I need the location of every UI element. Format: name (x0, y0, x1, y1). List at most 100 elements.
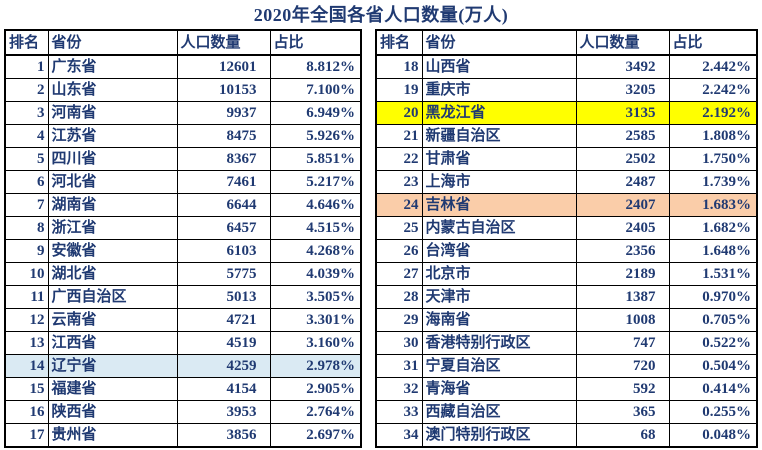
percent-cell: 0.048% (668, 423, 758, 448)
province-cell: 重庆市 (421, 78, 577, 102)
percent-cell: 5.926% (269, 124, 362, 148)
population-cell: 3492 (575, 54, 670, 79)
column-header-percent: 占比 (668, 29, 758, 56)
province-cell: 甘肃省 (421, 147, 577, 171)
column-header-rank: 排名 (375, 29, 423, 56)
rank-cell: 18 (375, 54, 423, 79)
rank-cell: 8 (4, 216, 49, 240)
population-cell: 4519 (176, 331, 271, 355)
population-cell: 6457 (176, 216, 271, 240)
population-cell: 8367 (176, 147, 271, 171)
percent-cell: 2.697% (269, 423, 362, 448)
rank-cell: 19 (375, 78, 423, 102)
table-body-left: 1 广东省 12601 8.812% 2 山东省 10153 7.100% 3 河南省 9937 6.… (4, 54, 362, 448)
percent-cell: 2.978% (269, 354, 362, 378)
table-row: 10 湖北省 5775 4.039% (4, 262, 362, 286)
population-cell: 5013 (176, 285, 271, 309)
percent-cell: 1.750% (668, 147, 758, 171)
table-row: 5 四川省 8367 5.851% (4, 147, 362, 171)
percent-cell: 2.192% (668, 101, 758, 125)
province-cell: 西藏自治区 (421, 400, 577, 424)
population-cell: 592 (575, 377, 670, 401)
rank-cell: 26 (375, 239, 423, 263)
population-cell: 2487 (575, 170, 670, 194)
population-cell: 2405 (575, 216, 670, 240)
rank-cell: 9 (4, 239, 49, 263)
province-cell: 江苏省 (47, 124, 178, 148)
province-cell: 贵州省 (47, 423, 178, 448)
table-row: 34 澳门特别行政区 68 0.048% (375, 423, 758, 448)
population-cell: 2189 (575, 262, 670, 286)
column-header-rank: 排名 (4, 29, 49, 56)
header-row: 排名 省份 人口数量 占比 (4, 29, 362, 56)
table-row: 21 新疆自治区 2585 1.808% (375, 124, 758, 148)
table-row: 30 香港特别行政区 747 0.522% (375, 331, 758, 355)
province-cell: 福建省 (47, 377, 178, 401)
rank-cell: 33 (375, 400, 423, 424)
population-cell: 1008 (575, 308, 670, 332)
table-row: 29 海南省 1008 0.705% (375, 308, 758, 332)
percent-cell: 0.522% (668, 331, 758, 355)
table-row: 19 重庆市 3205 2.242% (375, 78, 758, 102)
column-header-percent: 占比 (269, 29, 362, 56)
table-header-right: 排名 省份 人口数量 占比 (375, 29, 758, 56)
population-cell: 6103 (176, 239, 271, 263)
province-cell: 江西省 (47, 331, 178, 355)
table-row: 27 北京市 2189 1.531% (375, 262, 758, 286)
population-cell: 2585 (575, 124, 670, 148)
province-cell: 四川省 (47, 147, 178, 171)
rank-cell: 27 (375, 262, 423, 286)
table-header-left: 排名 省份 人口数量 占比 (4, 29, 362, 56)
province-cell: 辽宁省 (47, 354, 178, 378)
province-cell: 海南省 (421, 308, 577, 332)
percent-cell: 0.970% (668, 285, 758, 309)
province-cell: 广西自治区 (47, 285, 178, 309)
percent-cell: 5.851% (269, 147, 362, 171)
rank-cell: 32 (375, 377, 423, 401)
percent-cell: 4.646% (269, 193, 362, 217)
column-header-province: 省份 (47, 29, 178, 56)
population-cell: 4721 (176, 308, 271, 332)
table-row: 22 甘肃省 2502 1.750% (375, 147, 758, 171)
population-cell: 6644 (176, 193, 271, 217)
rank-cell: 6 (4, 170, 49, 194)
province-cell: 内蒙古自治区 (421, 216, 577, 240)
percent-cell: 0.504% (668, 354, 758, 378)
rank-cell: 23 (375, 170, 423, 194)
province-cell: 云南省 (47, 308, 178, 332)
rank-cell: 30 (375, 331, 423, 355)
table-row: 16 陕西省 3953 2.764% (4, 400, 362, 424)
percent-cell: 0.414% (668, 377, 758, 401)
table-row: 31 宁夏自治区 720 0.504% (375, 354, 758, 378)
province-cell: 澳门特别行政区 (421, 423, 577, 448)
province-cell: 青海省 (421, 377, 577, 401)
table-row: 25 内蒙古自治区 2405 1.682% (375, 216, 758, 240)
population-cell: 4259 (176, 354, 271, 378)
province-cell: 天津市 (421, 285, 577, 309)
percent-cell: 1.648% (668, 239, 758, 263)
population-cell: 7461 (176, 170, 271, 194)
page-title: 2020年全国各省人口数量(万人) (253, 5, 509, 25)
rank-cell: 5 (4, 147, 49, 171)
population-cell: 747 (575, 331, 670, 355)
percent-cell: 7.100% (269, 78, 362, 102)
table-row-highlighted: 14 辽宁省 4259 2.978% (4, 354, 362, 378)
rank-cell: 21 (375, 124, 423, 148)
rank-cell: 29 (375, 308, 423, 332)
population-cell: 4154 (176, 377, 271, 401)
percent-cell: 5.217% (269, 170, 362, 194)
rank-cell: 34 (375, 423, 423, 448)
table-row-highlighted: 24 吉林省 2407 1.683% (375, 193, 758, 217)
table-row: 1 广东省 12601 8.812% (4, 54, 362, 79)
population-cell: 1387 (575, 285, 670, 309)
table-row: 9 安徽省 6103 4.268% (4, 239, 362, 263)
rank-cell: 10 (4, 262, 49, 286)
population-cell: 2356 (575, 239, 670, 263)
province-cell: 山东省 (47, 78, 178, 102)
percent-cell: 3.301% (269, 308, 362, 332)
province-cell: 广东省 (47, 54, 178, 79)
percent-cell: 4.515% (269, 216, 362, 240)
percent-cell: 1.682% (668, 216, 758, 240)
rank-cell: 25 (375, 216, 423, 240)
percent-cell: 4.039% (269, 262, 362, 286)
